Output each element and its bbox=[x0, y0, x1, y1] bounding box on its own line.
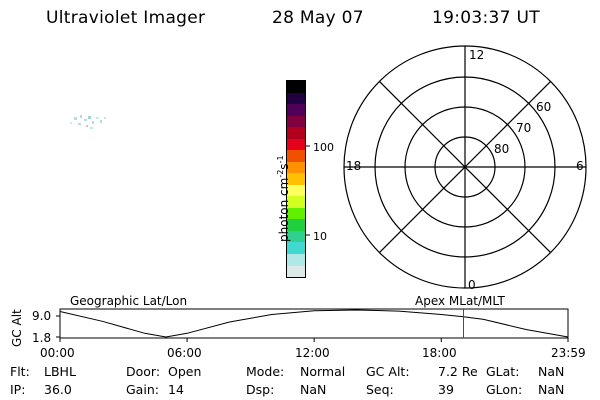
date-label: 28 May 07 bbox=[272, 8, 364, 28]
colorbar-swatch bbox=[287, 104, 305, 116]
colorbar-swatch bbox=[287, 196, 305, 208]
lat-label-60: 60 bbox=[536, 100, 551, 114]
footer-key: GLat: bbox=[486, 364, 520, 379]
colorbar-axis: 100 10 bbox=[306, 141, 334, 243]
footer-key: GC Alt: bbox=[366, 364, 410, 379]
footer-key: Seq: bbox=[366, 382, 394, 397]
colorbar-swatch bbox=[287, 219, 305, 231]
colorbar-swatch bbox=[287, 127, 305, 139]
colorbar-swatch bbox=[287, 173, 305, 185]
timeline-plot: 9.0 1.8 bbox=[32, 308, 569, 345]
footer-value: Normal bbox=[300, 364, 346, 379]
auroral-image bbox=[70, 115, 106, 129]
colorbar-label: photon cm-2s-1 bbox=[276, 155, 291, 242]
footer-value: 7.2 Re bbox=[438, 364, 478, 379]
colorbar-swatch bbox=[287, 230, 305, 243]
footer-value: 39 bbox=[438, 382, 454, 397]
x-tick-label-1200: 12:00 bbox=[295, 346, 330, 360]
colorbar-swatch bbox=[287, 81, 305, 93]
footer-key: Flt: bbox=[10, 364, 30, 379]
colorbar-swatch bbox=[287, 161, 305, 174]
timeline-y-title: GC Alt bbox=[10, 309, 24, 347]
footer-value: LBHL bbox=[44, 364, 76, 379]
x-tick-label-0000: 00:00 bbox=[40, 346, 75, 360]
colorbar-swatch bbox=[287, 207, 305, 220]
geographic-label: Geographic Lat/Lon bbox=[70, 294, 188, 308]
instrument-title: Ultraviolet Imager bbox=[46, 8, 206, 28]
y-tick-label: 9.0 bbox=[32, 309, 51, 323]
colorbar-swatch bbox=[287, 138, 305, 151]
colorbar-swatch bbox=[287, 115, 305, 128]
footer-value: 36.0 bbox=[44, 382, 72, 397]
polar-plot: 12 18 6 0 60 70 80 bbox=[343, 45, 587, 292]
footer-key: IP: bbox=[10, 382, 26, 397]
y-tick-label: 1.8 bbox=[32, 331, 51, 345]
x-tick-label-2359: 23:59 bbox=[551, 346, 586, 360]
footer-value: NaN bbox=[538, 382, 565, 397]
footer-value: NaN bbox=[538, 364, 565, 379]
colorbar-unit-s: s bbox=[277, 163, 291, 170]
colorbar-exp1: -2 bbox=[276, 169, 285, 178]
footer-key: Mode: bbox=[246, 364, 285, 379]
footer-key: Dsp: bbox=[246, 382, 275, 397]
timeline-frame bbox=[59, 308, 569, 339]
lat-label-70: 70 bbox=[516, 121, 531, 135]
colorbar-swatch bbox=[287, 242, 305, 254]
auroral-speckle bbox=[70, 115, 106, 129]
time-label: 19:03:37 UT bbox=[432, 8, 540, 28]
footer-key: Door: bbox=[126, 364, 161, 379]
mlt-label-18: 18 bbox=[346, 159, 361, 173]
colorbar-swatch bbox=[287, 150, 305, 162]
x-ticks bbox=[59, 338, 569, 342]
colorbar-tick-10: 10 bbox=[313, 230, 327, 243]
footer-value: NaN bbox=[300, 382, 327, 397]
x-tick-label-0600: 06:00 bbox=[167, 346, 202, 360]
footer-value: Open bbox=[168, 364, 202, 379]
colorbar-swatch bbox=[287, 253, 305, 266]
colorbar bbox=[286, 80, 306, 278]
colorbar-swatch bbox=[287, 92, 305, 105]
colorbar-gradient bbox=[287, 81, 305, 277]
altitude-series-line bbox=[59, 309, 569, 338]
polar-diagonal bbox=[378, 80, 552, 254]
mlt-label-6: 6 bbox=[576, 159, 584, 173]
colorbar-swatch bbox=[287, 184, 305, 197]
footer-value: 14 bbox=[168, 382, 184, 397]
colorbar-swatch bbox=[287, 265, 305, 277]
colorbar-unit-photon: photon cm bbox=[277, 177, 291, 242]
footer-key: GLon: bbox=[486, 382, 523, 397]
colorbar-exp2: -1 bbox=[276, 155, 285, 164]
mlt-label-12: 12 bbox=[469, 48, 484, 62]
apex-label: Apex MLat/MLT bbox=[415, 294, 505, 308]
footer-key: Gain: bbox=[126, 382, 159, 397]
mlt-label-0: 0 bbox=[468, 278, 476, 292]
x-tick-label-1800: 18:00 bbox=[422, 346, 457, 360]
lat-label-80: 80 bbox=[494, 142, 509, 156]
colorbar-tick-100: 100 bbox=[313, 141, 334, 154]
